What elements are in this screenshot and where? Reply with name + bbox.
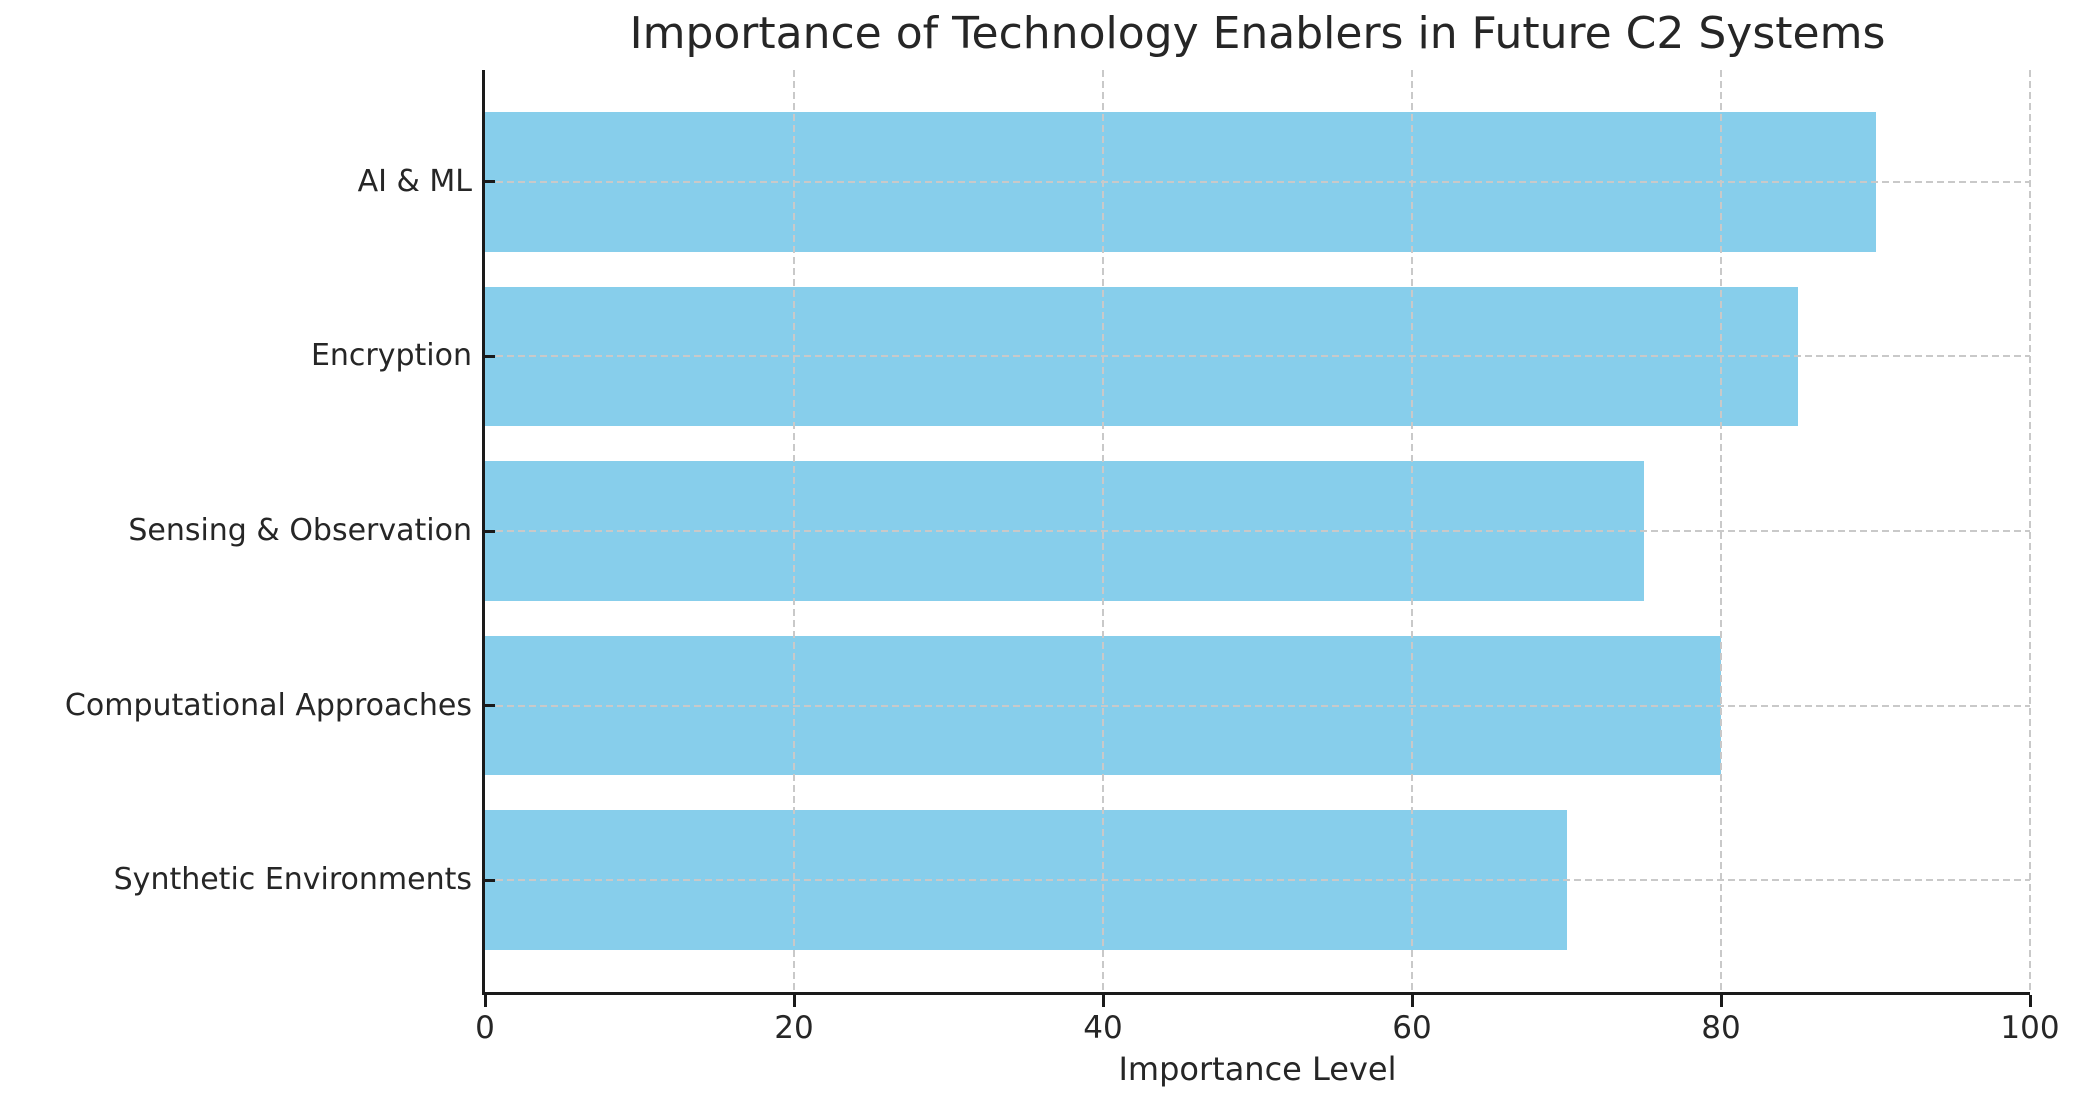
y-tick-mark (485, 704, 495, 708)
x-tick-label: 0 (475, 1010, 495, 1046)
x-tick-label: 100 (2000, 1010, 2060, 1046)
y-tick-label: Computational Approaches (64, 687, 472, 723)
gridline-horizontal (485, 530, 2030, 532)
x-axis-spine (482, 992, 2030, 995)
x-tick-label: 60 (1392, 1010, 1432, 1046)
x-tick-label: 20 (774, 1010, 814, 1046)
gridline-vertical (1102, 70, 1104, 992)
y-axis-spine (482, 70, 485, 995)
y-tick-mark (485, 529, 495, 533)
y-tick-mark (485, 180, 495, 184)
x-tick-mark (792, 995, 796, 1007)
y-tick-label: Synthetic Environments (113, 862, 472, 898)
y-tick-mark (485, 878, 495, 882)
y-tick-label: Encryption (310, 338, 472, 374)
plot-area: AI & ML Encryption Sensing & Observation Co… (65, 70, 2060, 1046)
x-tick-mark (1101, 995, 1105, 1007)
gridline-horizontal (485, 180, 2030, 183)
x-tick-mark (1410, 995, 1414, 1007)
x-axis-label: Importance Level (1118, 1050, 1397, 1088)
gridline-vertical (2029, 70, 2031, 992)
x-tick-label: 80 (1701, 1010, 1741, 1046)
gridline-vertical (793, 70, 795, 992)
x-tick-label: 40 (1083, 1010, 1123, 1046)
chart-title: Importance of Technology Enablers in Fut… (629, 8, 1886, 59)
gridline-horizontal (485, 355, 2030, 358)
x-tick-mark (483, 995, 487, 1007)
y-tick-label: Sensing & Observation (128, 513, 472, 548)
gridline-horizontal (485, 879, 2030, 882)
gridline-horizontal (485, 704, 2030, 707)
x-tick-mark (2028, 995, 2032, 1007)
gridline-vertical (1720, 70, 1722, 992)
x-tick-mark (1719, 995, 1723, 1007)
y-tick-mark (485, 354, 495, 358)
gridline-vertical (1411, 70, 1413, 992)
y-tick-label: AI & ML (357, 163, 472, 199)
